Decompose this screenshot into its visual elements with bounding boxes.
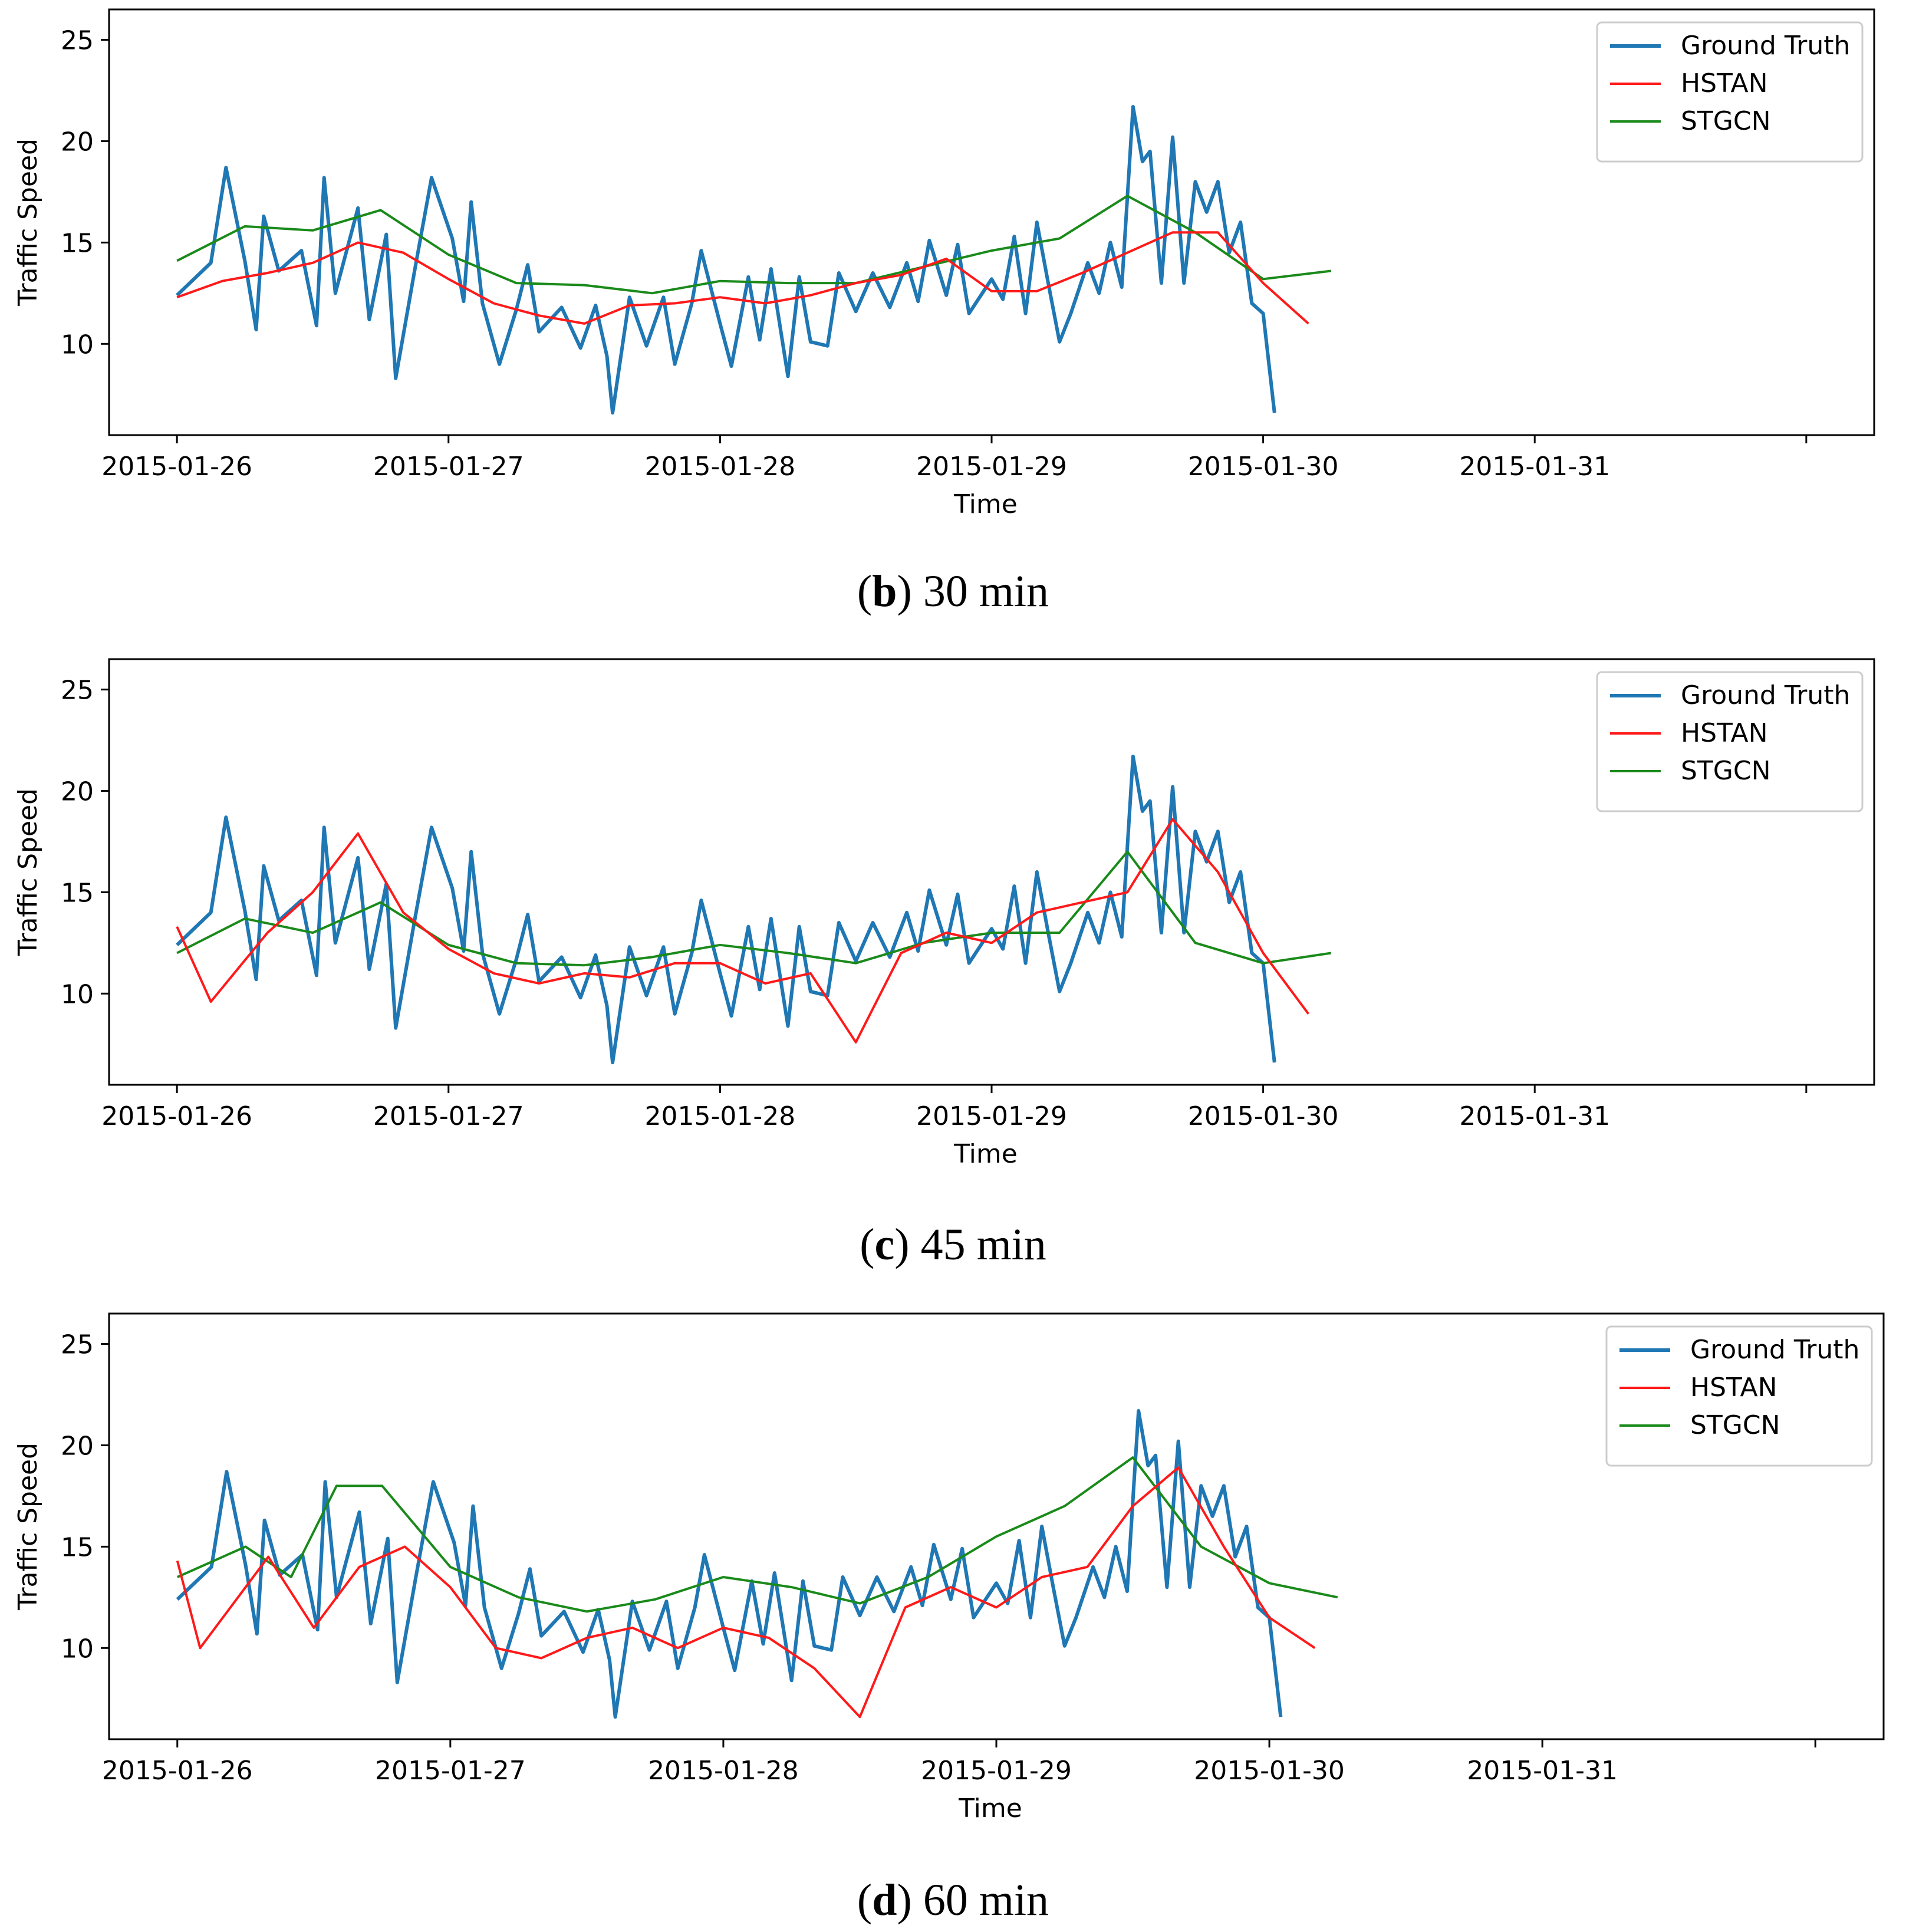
y-tick-label: 15 bbox=[61, 228, 94, 258]
y-tick-label: 10 bbox=[61, 1634, 94, 1664]
x-tick-label: 2015-01-31 bbox=[1467, 1756, 1618, 1786]
y-tick-label: 20 bbox=[61, 1431, 94, 1461]
y-tick-label: 25 bbox=[61, 676, 94, 706]
x-tick-label: 2015-01-27 bbox=[373, 452, 524, 482]
legend-box bbox=[1596, 21, 1864, 163]
x-axis-label: Time bbox=[953, 1139, 1018, 1169]
x-tick-label: 2015-01-31 bbox=[1459, 452, 1610, 482]
y-tick-label: 10 bbox=[61, 330, 94, 360]
x-tick-label: 2015-01-26 bbox=[102, 1756, 253, 1786]
legend-label: HSTAN bbox=[1681, 68, 1768, 98]
x-tick-label: 2015-01-30 bbox=[1188, 452, 1339, 482]
chart-panel-b: 10 15 20 25 2015-01-26 2015-01-27 2015-01-28 20… bbox=[13, 8, 1875, 519]
legend-label: Ground Truth bbox=[1690, 1335, 1859, 1365]
y-axis-label: Traffic Speed bbox=[13, 139, 43, 307]
y-tick-label: 15 bbox=[61, 878, 94, 908]
x-tick-label: 2015-01-26 bbox=[101, 452, 252, 482]
caption-c: (c) 45 min bbox=[860, 1220, 1046, 1269]
series-line-stgcn bbox=[176, 1456, 1338, 1613]
x-tick-label: 2015-01-30 bbox=[1194, 1756, 1345, 1786]
legend-label: STGCN bbox=[1681, 106, 1771, 136]
x-tick-label: 2015-01-27 bbox=[373, 1101, 524, 1131]
legend-label: STGCN bbox=[1690, 1410, 1780, 1440]
x-tick-label: 2015-01-31 bbox=[1459, 1101, 1610, 1131]
x-tick-label: 2015-01-29 bbox=[916, 1101, 1067, 1131]
y-tick-label: 15 bbox=[61, 1532, 94, 1562]
x-axis-label: Time bbox=[958, 1793, 1022, 1824]
series-line-stgcn bbox=[176, 850, 1332, 967]
y-tick-label: 10 bbox=[61, 979, 94, 1009]
x-tick-label: 2015-01-27 bbox=[375, 1756, 526, 1786]
chart-panel-d: 10 15 20 25 2015-01-26 2015-01-27 2015-01-28 20… bbox=[13, 1312, 1885, 1824]
legend-label: Ground Truth bbox=[1681, 680, 1850, 710]
legend-box bbox=[1605, 1325, 1873, 1467]
y-tick-label: 25 bbox=[61, 26, 94, 56]
series-line-ground-truth bbox=[176, 105, 1276, 415]
x-tick-label: 2015-01-29 bbox=[916, 452, 1067, 482]
x-tick-label: 2015-01-26 bbox=[101, 1101, 252, 1131]
legend-label: Ground Truth bbox=[1681, 31, 1850, 61]
series-line-hstan bbox=[176, 818, 1310, 1044]
x-tick-label: 2015-01-30 bbox=[1188, 1101, 1339, 1131]
legend-label: STGCN bbox=[1681, 756, 1771, 786]
x-tick-label: 2015-01-28 bbox=[645, 1101, 796, 1131]
y-tick-label: 25 bbox=[61, 1330, 94, 1360]
series-line-hstan bbox=[176, 231, 1309, 325]
legend-box bbox=[1596, 671, 1864, 812]
x-tick-label: 2015-01-28 bbox=[648, 1756, 799, 1786]
legend-label: HSTAN bbox=[1681, 718, 1768, 748]
series-line-ground-truth bbox=[176, 755, 1276, 1065]
x-tick-label: 2015-01-28 bbox=[645, 452, 796, 482]
y-axis-label: Traffic Speed bbox=[13, 788, 43, 956]
x-tick-label: 2015-01-29 bbox=[921, 1756, 1072, 1786]
x-axis-label: Time bbox=[953, 489, 1018, 519]
y-tick-label: 20 bbox=[61, 127, 94, 157]
y-tick-label: 20 bbox=[61, 776, 94, 807]
caption-d: (d) 60 min bbox=[857, 1875, 1049, 1925]
series-line-hstan bbox=[176, 1466, 1316, 1719]
series-line-stgcn bbox=[176, 195, 1332, 295]
y-axis-label: Traffic Speed bbox=[13, 1443, 43, 1611]
chart-panel-c: 10 15 20 25 2015-01-26 2015-01-27 2015-01-28 20… bbox=[13, 658, 1875, 1169]
legend-label: HSTAN bbox=[1690, 1373, 1777, 1403]
series-line-ground-truth bbox=[176, 1409, 1283, 1719]
caption-b: (b) 30 min bbox=[857, 567, 1049, 616]
